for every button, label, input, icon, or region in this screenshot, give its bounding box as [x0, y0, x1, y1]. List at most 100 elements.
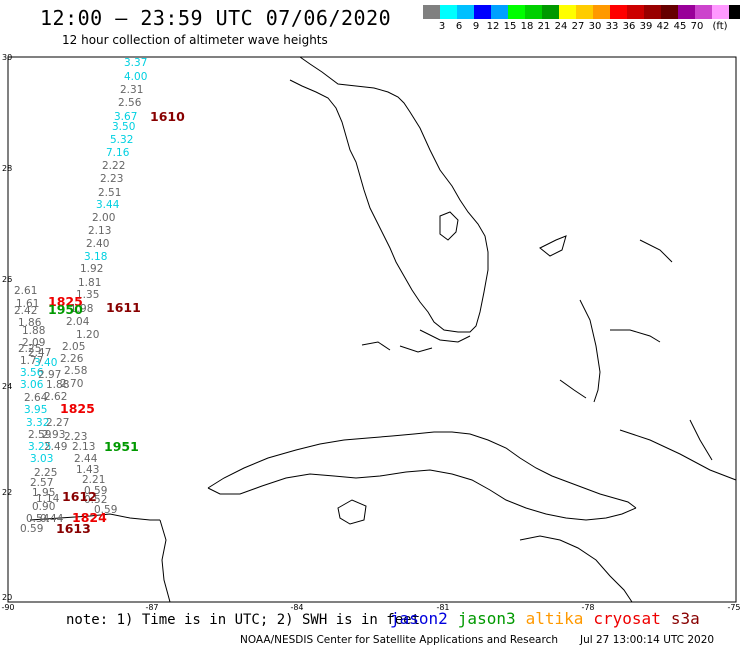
wave-height-value: 2.25	[34, 467, 57, 479]
wave-height-value: 2.62	[44, 391, 67, 403]
coastline-jamaica	[519, 535, 633, 603]
footer-credit: NOAA/NESDIS Center for Satellite Applica…	[240, 634, 558, 646]
legend-swatch	[610, 5, 627, 19]
wave-height-value: 1.61	[16, 298, 39, 310]
wave-height-value: 1.81	[78, 277, 101, 289]
legend-swatch	[474, 5, 491, 19]
satellite-jason2: jason2	[390, 609, 448, 628]
legend-label: 33	[605, 21, 619, 32]
wave-height-value: 1.35	[76, 289, 99, 301]
y-tick-label: 26	[2, 275, 12, 284]
legend-label: 39	[639, 21, 653, 32]
satellite-altika: altika	[525, 609, 584, 628]
wave-height-value: 3.56	[20, 367, 44, 379]
footer-note: note: 1) Time is in UTC; 2) SWH is in fe…	[66, 612, 421, 628]
legend-swatch	[712, 5, 729, 19]
legend-label: 15	[503, 21, 517, 32]
wave-height-value: 3.44	[96, 199, 120, 211]
wave-height-value: 2.22	[102, 160, 125, 172]
x-tick-label: -81	[436, 603, 449, 612]
legend-swatch	[525, 5, 542, 19]
legend-label: 42	[656, 21, 670, 32]
pass-time: 1611	[106, 300, 141, 315]
legend-label: 24	[554, 21, 568, 32]
coastline-bahamas	[539, 235, 713, 461]
legend-swatch	[627, 5, 644, 19]
wave-height-value: 2.61	[14, 285, 37, 297]
wave-height-value: 3.18	[84, 251, 107, 263]
coastline-cuba	[207, 431, 637, 525]
coastline-florida	[289, 56, 489, 353]
y-tick-label: 22	[2, 488, 12, 497]
wave-height-value: 7.16	[106, 147, 130, 159]
legend-swatch	[423, 5, 440, 19]
wave-height-value: 1.95	[32, 487, 55, 499]
legend-swatch	[729, 5, 740, 19]
wave-height-value: 2.23	[100, 173, 123, 185]
pass-time: 1612	[62, 489, 97, 504]
wave-height-value: 2.00	[92, 212, 115, 224]
y-axis-ticks: 30 28 26 24 22 20	[2, 53, 12, 602]
wave-height-value: 1.88	[46, 379, 69, 391]
wave-height-value: 3.32	[26, 417, 49, 429]
wave-height-value: 0.59	[94, 504, 117, 516]
pass-time: 1824	[72, 510, 107, 525]
wave-height-value: 1.92	[80, 263, 103, 275]
x-tick-label: -75	[727, 603, 740, 612]
legend-swatch	[661, 5, 678, 19]
wave-height-value: 2.49	[44, 441, 67, 453]
legend-label: 18	[520, 21, 534, 32]
wave-height-value: 2.31	[120, 84, 143, 96]
wave-height-value: 2.04	[66, 316, 90, 328]
x-tick-label: -78	[581, 603, 594, 612]
x-tick-label: -90	[1, 603, 14, 612]
pass-time: 1613	[56, 521, 91, 536]
wave-height-value: 2.42	[14, 305, 37, 317]
wave-height-value: 2.58	[64, 365, 87, 377]
wave-height-value: 3.37	[124, 57, 147, 69]
pass-time: 1951	[104, 439, 139, 454]
wave-height-value: 0.52	[84, 494, 107, 506]
wave-height-value: 2.93	[42, 429, 65, 441]
satellite-jason3: jason3	[457, 609, 516, 628]
wave-height-value: 3.95	[24, 404, 47, 416]
wave-height-value: 0.44	[40, 513, 64, 525]
x-axis-ticks: -90 -87 -84 -81 -78 -75	[1, 603, 740, 612]
wave-height-value: 2.70	[60, 378, 83, 390]
x-tick-label: -87	[145, 603, 158, 612]
satellite-s3a: s3a	[670, 609, 700, 628]
wave-height-value: 1.98	[70, 303, 93, 315]
legend-swatch	[644, 5, 661, 19]
wave-height-value: 1.14	[36, 493, 60, 505]
wave-height-value: 2.09	[22, 337, 45, 349]
pass-time: 1825	[48, 294, 83, 309]
y-tick-label: 24	[2, 382, 12, 391]
legend-label: 9	[472, 21, 480, 32]
wave-height-value: 2.59	[28, 429, 51, 441]
wave-height-labels: 3.374.002.312.563.673.505.327.162.222.23…	[14, 57, 147, 535]
legend-label: 12	[486, 21, 500, 32]
x-tick-label: -84	[290, 603, 303, 612]
y-tick-label: 28	[2, 164, 12, 173]
legend-swatch	[542, 5, 559, 19]
map-frame	[7, 56, 737, 603]
wave-height-value: 2.05	[62, 341, 85, 353]
y-tick-label: 30	[2, 53, 12, 62]
wave-height-value: 2.23	[64, 431, 87, 443]
coastline-hispaniola	[619, 429, 737, 481]
wave-height-value: 2.13	[88, 225, 111, 237]
legend-label: (ft)	[712, 21, 728, 32]
wave-height-value: 0.54	[26, 513, 50, 525]
legend-label: 30	[588, 21, 602, 32]
satellite-cryosat: cryosat	[593, 609, 661, 628]
coastline-gulf	[29, 513, 171, 603]
wave-height-value: 2.56	[118, 97, 142, 109]
wave-height-value: 3.40	[34, 357, 57, 369]
wave-height-value: 0.59	[20, 523, 43, 535]
color-legend-labels: 3 6 9 12 15 18 21 24 27 30 33 36 39 42 45 70 (ft)	[423, 21, 740, 35]
legend-swatch	[576, 5, 593, 19]
wave-height-value: 2.26	[60, 353, 84, 365]
color-legend	[423, 5, 740, 19]
pass-time: 1610	[150, 109, 185, 124]
